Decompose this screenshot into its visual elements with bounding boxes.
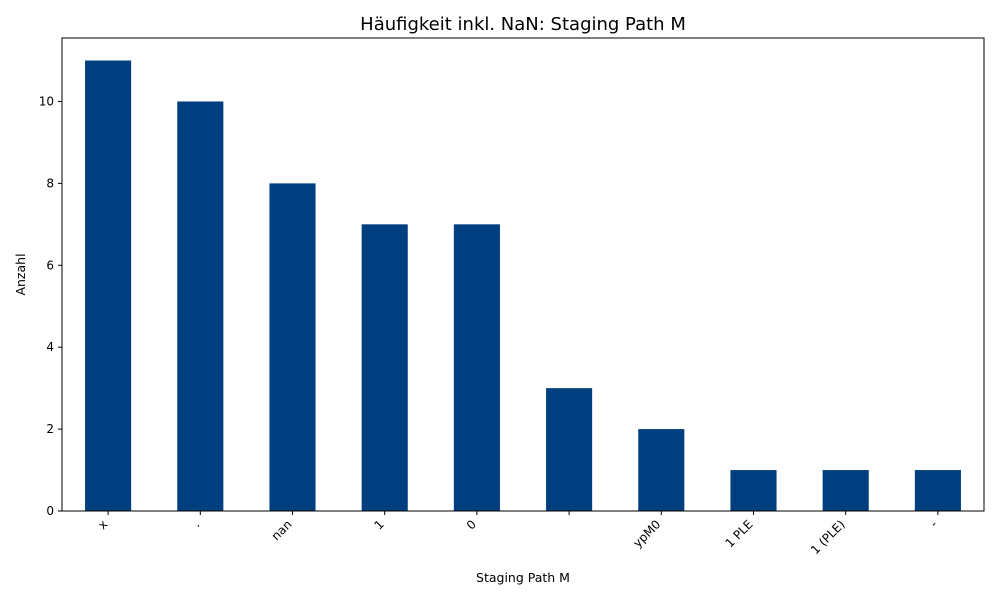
bar <box>361 224 408 512</box>
y-tick-label: 8 <box>46 176 54 190</box>
y-tick-label: 4 <box>46 340 54 354</box>
bar <box>730 470 777 511</box>
x-tick-label: - <box>927 517 940 530</box>
y-tick-label: 0 <box>46 504 54 518</box>
bars-group <box>85 60 961 512</box>
x-tick-label: x <box>95 517 110 532</box>
y-axis-ticks: 0 2 4 6 8 10 <box>39 94 62 518</box>
y-axis-label: Anzahl <box>13 253 28 295</box>
bar <box>546 388 593 511</box>
bar <box>269 183 316 511</box>
bar <box>85 60 132 512</box>
y-tick-label: 6 <box>46 258 54 272</box>
x-tick-label: 1 (PLE) <box>808 517 848 557</box>
x-tick-label: 0 <box>464 517 479 532</box>
bar <box>177 101 224 511</box>
x-tick-label: . <box>190 517 203 530</box>
x-axis-label: Staging Path M <box>476 570 570 585</box>
chart-title: Häufigkeit inkl. NaN: Staging Path M <box>360 14 686 35</box>
plot-frame <box>61 37 985 512</box>
y-tick-label: 10 <box>39 94 54 108</box>
bar <box>822 470 869 511</box>
bar <box>453 224 500 512</box>
x-tick-label: 1 <box>372 517 387 532</box>
x-axis-ticks: x. nan 1 0 ypM0 1 PLE 1 (PLE) - <box>95 511 940 557</box>
x-tick-label: nan <box>269 517 295 543</box>
y-tick-label: 2 <box>46 422 54 436</box>
x-tick-label: 1 PLE <box>722 517 755 550</box>
x-tick-label: ypM0 <box>630 517 663 550</box>
bar <box>638 429 685 511</box>
bar <box>914 470 961 511</box>
